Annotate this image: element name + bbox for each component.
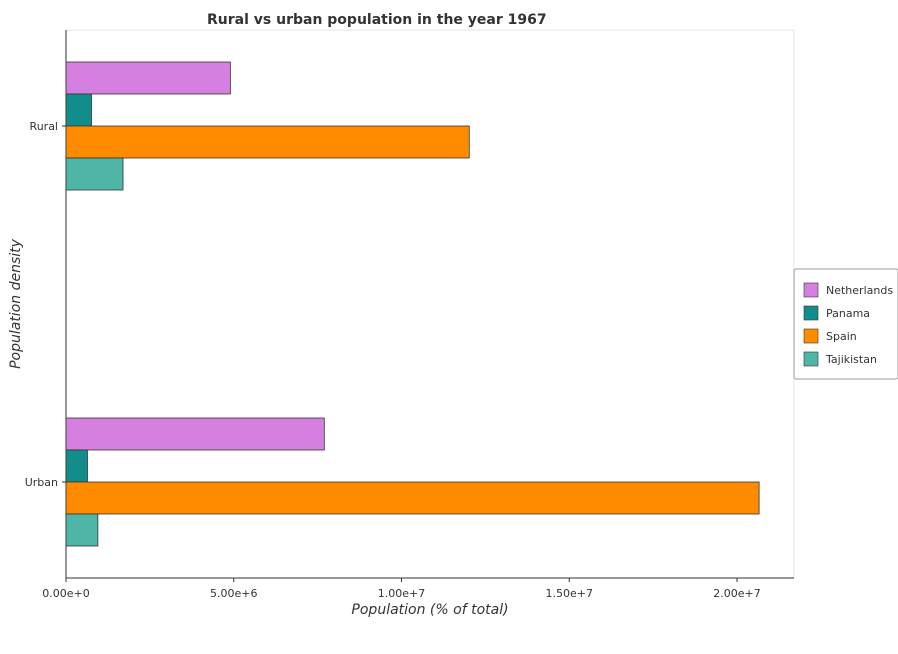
legend-label-spain: Spain bbox=[826, 330, 857, 343]
legend-swatch-spain bbox=[803, 328, 819, 344]
y-axis-label: Population density bbox=[8, 238, 24, 369]
legend-swatch-tajikistan bbox=[803, 351, 819, 367]
x-tick-label: 0.00e+0 bbox=[42, 587, 89, 600]
y-tick-label-urban: Urban bbox=[25, 476, 58, 489]
y-ticks-group: Rural Urban bbox=[25, 120, 66, 489]
x-ticks-group: 0.00e+0 5.00e+6 1.00e+7 1.50e+7 2.00e+7 bbox=[42, 578, 761, 600]
legend-items: Netherlands Panama Spain Tajikistan bbox=[803, 282, 893, 367]
bar-rural-tajikistan bbox=[65, 157, 124, 191]
bar-rural-spain bbox=[65, 125, 470, 159]
legend-box bbox=[793, 268, 898, 380]
x-axis-label: Population (% of total) bbox=[351, 602, 508, 618]
legend-label-netherlands: Netherlands bbox=[826, 284, 893, 297]
x-tick-label: 5.00e+6 bbox=[210, 587, 257, 600]
legend: Netherlands Panama Spain Tajikistan bbox=[793, 268, 898, 380]
legend-swatch-netherlands bbox=[803, 282, 819, 298]
y-tick-label-rural: Rural bbox=[30, 120, 58, 133]
bar-rural-netherlands bbox=[65, 61, 231, 95]
x-tick-label: 2.00e+7 bbox=[713, 587, 760, 600]
legend-label-panama: Panama bbox=[826, 307, 870, 320]
bar-urban-netherlands bbox=[65, 417, 325, 451]
x-tick-label: 1.50e+7 bbox=[545, 587, 592, 600]
bar-urban-tajikistan bbox=[65, 513, 99, 547]
x-tick-label: 1.00e+7 bbox=[378, 587, 425, 600]
chart-title: Rural vs urban population in the year 19… bbox=[207, 12, 547, 28]
bar-urban-panama bbox=[65, 449, 88, 483]
bar-rural-panama bbox=[65, 93, 92, 127]
legend-label-tajikistan: Tajikistan bbox=[825, 353, 877, 366]
bar-urban-spain bbox=[65, 481, 760, 515]
bars-group bbox=[65, 61, 760, 547]
legend-swatch-panama bbox=[803, 305, 819, 321]
